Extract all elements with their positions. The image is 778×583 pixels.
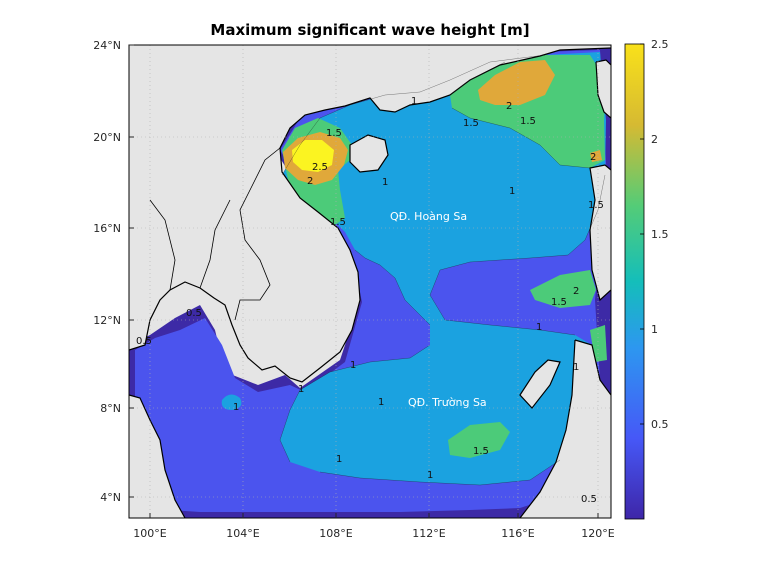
map-area: 2.5 2 1.5 1 1.5 2 1.5 1.5 1 1 1 1 1 0.5 …: [129, 45, 611, 518]
contour-label: 1.5: [326, 128, 342, 139]
colorbar-tick-label: 2: [651, 133, 658, 146]
land-mainland: [129, 45, 611, 382]
contour-label: 1: [336, 454, 342, 465]
contour-label: 1: [536, 322, 542, 333]
tick-marks: [129, 44, 599, 518]
contour-labels: 2.5 2 1.5 1 1.5 2 1.5 1.5 1 1 1 1 1 0.5 …: [136, 96, 604, 505]
sea-region-25: [292, 140, 334, 172]
sea-region-15-mid: [530, 270, 596, 308]
x-axis-ticks: 100°E 104°E 108°E 112°E 116°E 120°E: [133, 527, 614, 540]
contour-label: 1: [350, 360, 356, 371]
chart-title: Maximum significant wave height [m]: [210, 21, 529, 39]
land-masses: [129, 45, 611, 518]
contour-label: 2: [506, 101, 512, 112]
colorbar: 2.5 2 1.5 1 0.5: [624, 38, 669, 520]
contour-label: 2.5: [312, 162, 328, 173]
contour-label: 1.5: [520, 116, 536, 127]
contour-label: 1.5: [473, 446, 489, 457]
land-palawan: [520, 360, 560, 408]
contour-label: 1.5: [463, 118, 479, 129]
colorbar-tick-label: 0.5: [651, 418, 669, 431]
contour-label: 2: [590, 152, 596, 163]
land-borneo: [520, 340, 611, 518]
contour-label: 1: [411, 96, 417, 107]
x-tick-label: 100°E: [133, 527, 166, 540]
contour-label: 0.5: [581, 494, 597, 505]
colorbar-tick-label: 2.5: [651, 38, 669, 51]
contour-label: 1.5: [551, 297, 567, 308]
contour-label: 1.5: [588, 200, 604, 211]
y-tick-label: 12°N: [93, 314, 121, 327]
contour-label: 1.5: [330, 217, 346, 228]
x-tick-label: 120°E: [581, 527, 614, 540]
graticule: [129, 45, 611, 518]
y-tick-label: 16°N: [93, 222, 121, 235]
contour-lines: [279, 54, 606, 486]
x-tick-label: 116°E: [501, 527, 534, 540]
land-taiwan: [596, 60, 611, 118]
x-tick-label: 104°E: [226, 527, 259, 540]
y-tick-label: 24°N: [93, 39, 121, 52]
sea-region-1-patch: [221, 394, 242, 410]
y-tick-label: 8°N: [100, 402, 121, 415]
y-axis-ticks: 24°N 20°N 16°N 12°N 8°N 4°N: [93, 39, 121, 504]
y-tick-label: 4°N: [100, 491, 121, 504]
contour-label: 0.5: [136, 336, 152, 347]
contour-label: 2: [307, 176, 313, 187]
contour-label: 1: [382, 177, 388, 188]
map-frame: [128, 44, 612, 519]
y-tick-label: 20°N: [93, 131, 121, 144]
contour-label: 1: [298, 384, 304, 395]
land-hainan: [350, 135, 388, 172]
colorbar-tick-label: 1.5: [651, 228, 669, 241]
sea-region-2-ne: [478, 60, 555, 105]
contour-label: 1: [573, 362, 579, 373]
x-tick-label: 108°E: [319, 527, 352, 540]
sea-region-15-south: [448, 422, 510, 458]
contour-label: 1: [233, 402, 239, 413]
colorbar-tick-label: 1: [651, 323, 658, 336]
place-label-truong-sa: QĐ. Trường Sa: [408, 396, 487, 409]
contour-label: 0.5: [186, 308, 202, 319]
place-label-hoang-sa: QĐ. Hoàng Sa: [390, 210, 467, 223]
contour-label: 1: [378, 397, 384, 408]
sea-region-2-e: [590, 150, 602, 162]
contour-label: 2: [573, 286, 579, 297]
land-malay: [129, 395, 185, 518]
coastlines: [129, 47, 611, 518]
x-tick-label: 112°E: [412, 527, 445, 540]
contour-label: 1: [509, 186, 515, 197]
colorbar-gradient: [624, 43, 645, 520]
sea-region-2-n: [522, 66, 532, 75]
contour-label: 1: [427, 470, 433, 481]
